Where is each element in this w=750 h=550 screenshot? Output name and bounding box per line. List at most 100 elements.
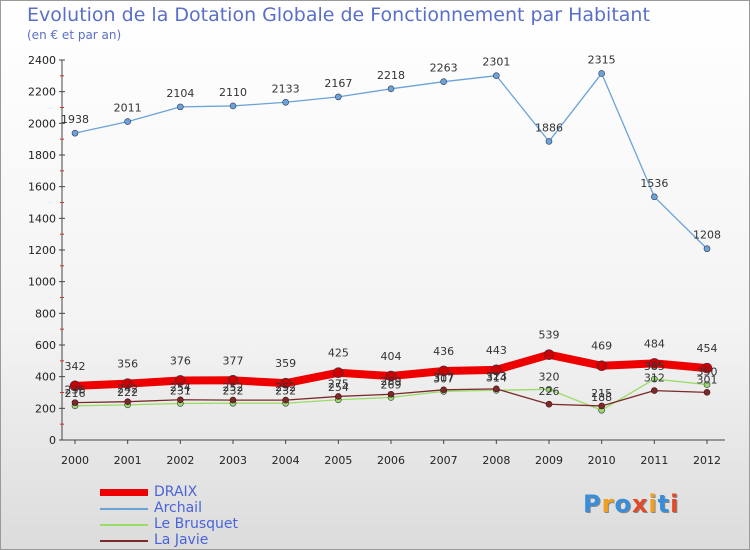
data-label: 232 <box>223 384 244 397</box>
x-tick-label: 2007 <box>430 454 458 467</box>
data-point <box>280 377 291 389</box>
y-tick-label: 1400 <box>28 212 56 225</box>
data-label: 443 <box>486 344 507 357</box>
data-point <box>596 360 607 372</box>
data-label: 236 <box>65 384 86 397</box>
data-label: 216 <box>65 387 86 400</box>
x-tick-label: 2009 <box>535 454 563 467</box>
legend-swatch <box>100 524 148 526</box>
data-label: 188 <box>591 391 612 404</box>
x-tick-label: 2005 <box>324 454 352 467</box>
data-label: 404 <box>381 350 402 363</box>
x-tick-label: 2000 <box>61 454 89 467</box>
legend-label: Le Brusquet <box>154 516 239 532</box>
y-tick-label: 800 <box>35 307 56 320</box>
data-point <box>703 245 711 253</box>
data-point <box>703 389 711 396</box>
x-tick-label: 2002 <box>166 454 194 467</box>
x-tick-label: 2003 <box>219 454 247 467</box>
data-label: 342 <box>65 360 86 373</box>
data-label: 242 <box>117 383 138 396</box>
data-point <box>491 364 502 376</box>
data-point <box>71 399 79 406</box>
data-label: 269 <box>381 378 402 391</box>
data-point <box>71 129 79 137</box>
data-point <box>177 103 184 111</box>
legend-label: DRAIX <box>154 484 198 500</box>
data-label: 2110 <box>219 86 247 99</box>
data-point <box>438 365 449 377</box>
data-label: 232 <box>275 384 296 397</box>
data-point <box>335 93 342 101</box>
y-tick-label: 1200 <box>28 244 56 257</box>
legend-swatch <box>100 508 148 510</box>
data-point <box>545 400 553 408</box>
data-label: 275 <box>328 377 349 390</box>
data-label: 254 <box>170 381 191 394</box>
data-point <box>387 85 395 93</box>
line-chart: 0 200 400 600 800 1000 1200 1400 1600 1800 2000 220… <box>28 53 725 467</box>
data-point <box>598 402 605 410</box>
data-point <box>229 102 237 110</box>
data-label: 385 <box>644 360 665 373</box>
data-point <box>598 70 605 77</box>
y-tick-label: 2200 <box>28 86 56 99</box>
data-point <box>282 98 289 106</box>
y-tick-label: 1000 <box>28 276 56 289</box>
data-label: 314 <box>486 371 507 384</box>
x-tick-label: 2010 <box>588 454 616 467</box>
data-point <box>703 381 711 388</box>
data-point <box>122 378 133 389</box>
data-label: 289 <box>381 375 402 388</box>
x-tick-label: 2011 <box>640 454 668 467</box>
data-label: 323 <box>486 370 507 383</box>
data-label: 2263 <box>430 62 458 75</box>
data-label: 454 <box>697 342 718 355</box>
data-label: 317 <box>433 371 454 384</box>
data-label: 1536 <box>640 177 668 190</box>
y-tick-label: 2000 <box>28 117 56 130</box>
data-point <box>440 386 447 394</box>
data-point <box>387 390 395 398</box>
data-label: 2011 <box>114 102 142 115</box>
data-point <box>385 370 397 382</box>
data-point <box>335 393 342 400</box>
data-label: 307 <box>433 372 454 385</box>
data-point <box>651 387 658 394</box>
y-tick-label: 2400 <box>28 54 56 67</box>
data-label: 320 <box>539 370 560 383</box>
data-label: 1938 <box>61 113 89 126</box>
axes: 0 200 400 600 800 1000 1200 1400 1600 1800 2000 220… <box>28 54 725 467</box>
data-label: 1886 <box>535 121 563 134</box>
data-labels: 342 356 376 377 359 425 404 436 443 539 469 484 454 1… <box>61 53 721 404</box>
data-point <box>649 358 660 369</box>
data-label: 425 <box>328 347 349 360</box>
data-point <box>227 375 239 386</box>
data-point <box>545 138 553 145</box>
data-point <box>124 118 131 125</box>
data-point <box>177 396 184 404</box>
x-tick-label: 2001 <box>114 454 142 467</box>
data-point <box>175 375 186 386</box>
y-tick-label: 200 <box>35 402 56 415</box>
data-label: 350 <box>697 366 718 379</box>
chart-subtitle: (en € et par an) <box>27 28 122 42</box>
data-point <box>493 72 500 79</box>
data-label: 376 <box>170 354 191 367</box>
data-label: 1208 <box>693 229 721 242</box>
data-label: 539 <box>539 329 560 342</box>
legend-label: La Javie <box>154 532 209 548</box>
data-points <box>69 70 713 414</box>
data-label: 252 <box>275 381 296 394</box>
y-tick-label: 600 <box>35 339 56 352</box>
data-point <box>229 396 237 404</box>
data-point <box>333 367 344 379</box>
data-label: 377 <box>223 354 244 367</box>
data-point <box>651 375 658 383</box>
data-point <box>440 78 447 85</box>
data-point <box>545 386 553 393</box>
data-label: 222 <box>117 386 138 399</box>
y-tick-label: 1600 <box>28 181 56 194</box>
data-label: 356 <box>117 358 138 371</box>
data-point <box>493 385 500 393</box>
